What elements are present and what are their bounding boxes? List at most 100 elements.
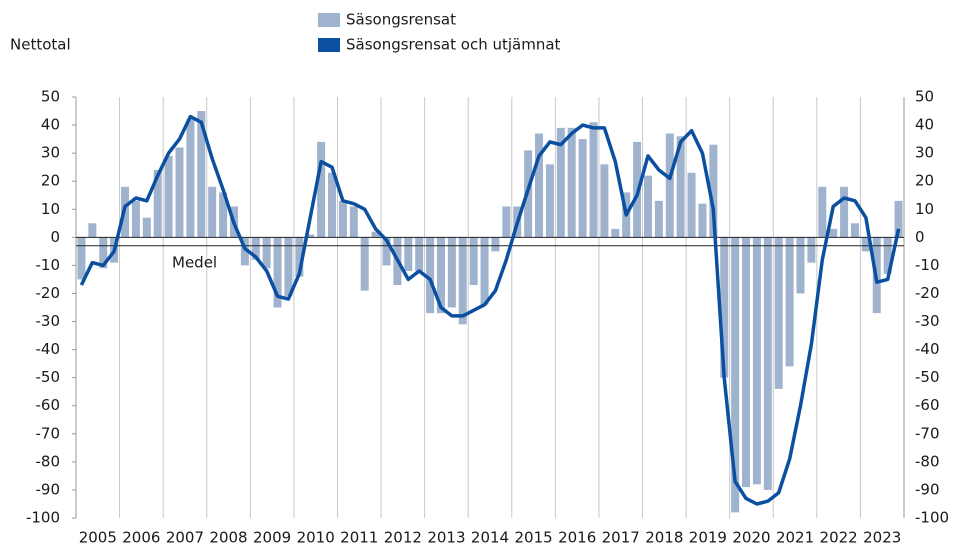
y-tick-label: -20 xyxy=(36,284,61,302)
y2-tick-label: -40 xyxy=(915,340,940,358)
bar xyxy=(186,119,195,238)
x-tick-label: 2015 xyxy=(514,529,552,547)
x-tick-label: 2008 xyxy=(209,529,247,547)
y-tick-label: 10 xyxy=(41,200,60,218)
bar xyxy=(883,237,892,274)
y-axis-label: Nettotal xyxy=(10,36,71,54)
bar xyxy=(175,147,184,238)
bar xyxy=(731,237,740,513)
x-tick-label: 2011 xyxy=(340,529,378,547)
bar xyxy=(77,237,86,280)
bar xyxy=(698,203,707,238)
x-tick-label: 2010 xyxy=(297,529,335,547)
x-tick-label: 2023 xyxy=(863,529,901,547)
bar xyxy=(491,237,500,252)
mean-label: Medel xyxy=(172,253,217,271)
bar xyxy=(219,192,228,238)
bar xyxy=(251,237,260,260)
bar xyxy=(306,234,315,238)
y2-tick-label: 10 xyxy=(915,200,934,218)
y2-tick-label: -100 xyxy=(915,509,949,527)
bar xyxy=(763,237,772,490)
bar xyxy=(197,111,206,238)
bar xyxy=(687,172,696,238)
y-tick-label: -80 xyxy=(36,452,61,470)
y2-tick-label: -20 xyxy=(915,284,940,302)
y2-tick-label: 20 xyxy=(915,172,934,190)
bar xyxy=(436,237,445,314)
y2-tick-label: -30 xyxy=(915,312,940,330)
x-tick-label: 2009 xyxy=(253,529,291,547)
bar xyxy=(742,237,751,488)
y2-tick-label: 40 xyxy=(915,116,934,134)
bar xyxy=(861,237,870,252)
bar xyxy=(328,172,337,238)
bar xyxy=(752,237,761,485)
bar xyxy=(338,200,347,238)
bar xyxy=(589,122,598,238)
y2-tick-label: -80 xyxy=(915,452,940,470)
bar xyxy=(556,127,565,238)
x-tick-label: 2014 xyxy=(471,529,509,547)
x-tick-label: 2022 xyxy=(820,529,858,547)
bar xyxy=(371,231,380,238)
bar xyxy=(153,169,162,238)
bar xyxy=(480,237,489,305)
bar xyxy=(654,200,663,238)
bar xyxy=(447,237,456,308)
bar xyxy=(894,200,903,238)
bar xyxy=(785,237,794,367)
bar xyxy=(545,164,554,238)
bar xyxy=(567,127,576,238)
y-tick-label: -50 xyxy=(36,368,61,386)
x-tick-label: 2006 xyxy=(122,529,160,547)
x-tick-label: 2020 xyxy=(732,529,770,547)
bar xyxy=(600,164,609,238)
bar xyxy=(840,186,849,238)
bar xyxy=(349,206,358,238)
x-tick-label: 2007 xyxy=(166,529,204,547)
legend-label: Säsongsrensat och utjämnat xyxy=(346,36,561,54)
bar xyxy=(164,155,173,238)
bar xyxy=(142,217,151,238)
bar xyxy=(774,237,783,389)
bar xyxy=(469,237,478,286)
y-tick-label: 50 xyxy=(41,88,60,106)
y2-tick-label: -50 xyxy=(915,368,940,386)
y-tick-label: -100 xyxy=(26,509,60,527)
bar xyxy=(404,237,413,272)
bar xyxy=(535,133,544,238)
bar xyxy=(643,175,652,238)
y-tick-label: -90 xyxy=(36,480,61,498)
y-tick-label: 30 xyxy=(41,144,60,162)
x-tick-label: 2021 xyxy=(776,529,814,547)
y2-tick-label: -60 xyxy=(915,396,940,414)
bar xyxy=(317,141,326,238)
bar xyxy=(262,237,271,269)
bar xyxy=(360,237,369,291)
bar xyxy=(131,200,140,238)
bar xyxy=(720,237,729,378)
y-tick-label: -10 xyxy=(36,256,61,274)
bar xyxy=(676,136,685,238)
y2-tick-label: 30 xyxy=(915,144,934,162)
y-tick-label: 0 xyxy=(50,228,60,246)
x-tick-label: 2013 xyxy=(427,529,465,547)
bar xyxy=(88,223,97,238)
x-tick-label: 2019 xyxy=(689,529,727,547)
y-tick-label: -40 xyxy=(36,340,61,358)
legend-swatch xyxy=(318,38,340,52)
line xyxy=(79,114,901,506)
bar xyxy=(807,237,816,263)
y2-tick-label: -90 xyxy=(915,480,940,498)
bar xyxy=(796,237,805,294)
y-tick-label: -70 xyxy=(36,424,61,442)
y2-tick-label: 0 xyxy=(915,228,925,246)
bar xyxy=(611,228,620,238)
y2-tick-label: -70 xyxy=(915,424,940,442)
bar xyxy=(415,237,424,272)
y-tick-label: 20 xyxy=(41,172,60,190)
y2-tick-label: 50 xyxy=(915,88,934,106)
y-tick-label: -30 xyxy=(36,312,61,330)
